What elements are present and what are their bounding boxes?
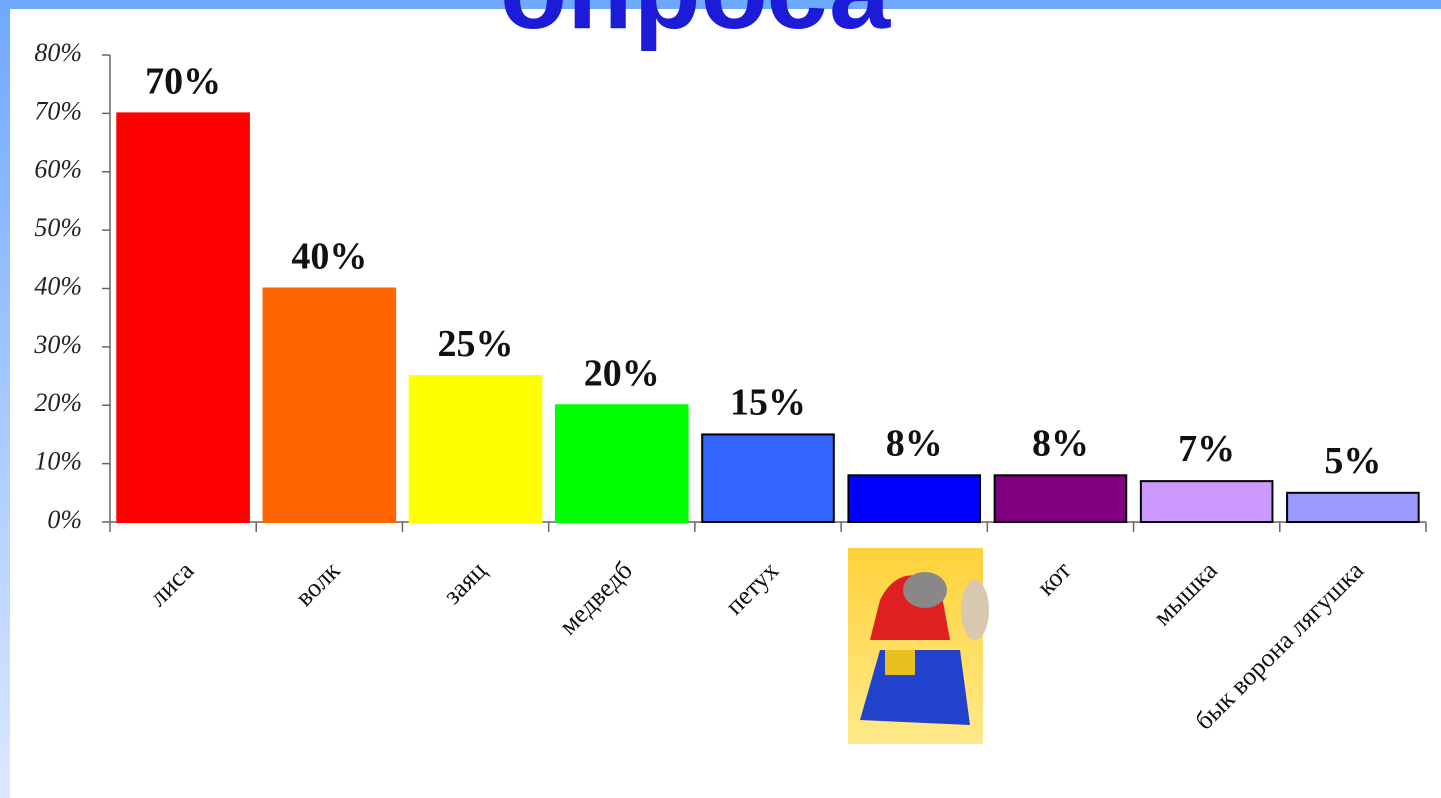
top-border [0,0,1441,9]
bar [554,404,689,523]
x-tick-label: петух [720,556,785,621]
data-label: 15% [730,381,806,423]
slide-title: опроса [500,0,891,52]
y-tick-label: 70% [34,96,82,125]
data-label: 8% [1032,422,1089,464]
data-label: 70% [145,60,221,102]
y-tick-label: 40% [34,271,82,300]
bar [993,474,1128,523]
x-tick-label: мышка [1147,555,1223,631]
illustration [848,548,989,744]
x-tick-label: волк [289,555,345,611]
bar [1286,491,1420,523]
x-tick-label: кот [1031,556,1076,601]
data-label: 8% [886,422,943,464]
data-label: 25% [438,323,514,365]
bar [847,474,982,523]
y-tick-label: 0% [47,505,82,534]
bar [262,287,397,523]
y-tick-label: 10% [34,447,82,476]
side-border [0,0,10,798]
y-tick-label: 30% [33,330,82,359]
y-tick-label: 50% [34,213,82,242]
data-label: 40% [291,236,367,278]
y-tick-label: 80% [34,38,82,67]
bar [116,112,250,523]
x-tick-label: заяц [438,556,492,610]
y-tick-label: 60% [34,155,82,184]
y-tick-label: 20% [34,388,82,417]
x-tick-label: лиса [143,555,199,611]
x-tick-label: медведб [553,556,638,641]
bar [701,433,835,523]
data-label: 7% [1178,428,1235,470]
data-label: 20% [584,352,660,394]
data-label: 5% [1324,440,1381,482]
bar [408,375,543,523]
bar [1139,480,1274,524]
